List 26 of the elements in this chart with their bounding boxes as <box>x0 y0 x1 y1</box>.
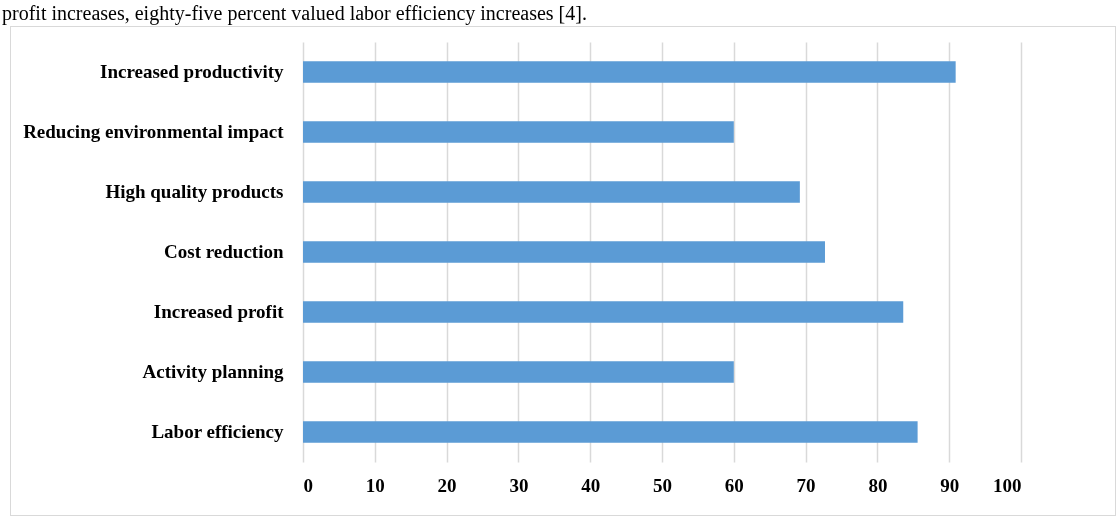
bar <box>303 361 734 383</box>
y-tick-label: Activity planning <box>142 361 284 382</box>
y-tick-label: Increased profit <box>153 301 285 322</box>
bar <box>303 241 825 263</box>
x-tick-label: 80 <box>868 474 888 496</box>
x-tick-label: 60 <box>724 474 744 496</box>
x-tick-label: 40 <box>581 474 601 496</box>
y-tick-label: Labor efficiency <box>151 421 284 442</box>
x-tick-label: 90 <box>940 474 960 496</box>
x-tick-label: 10 <box>365 474 385 496</box>
y-tick-label: Reducing environmental impact <box>23 121 285 142</box>
x-tick-label: 70 <box>796 474 816 496</box>
x-tick-label: 20 <box>437 474 457 496</box>
bar <box>303 181 800 203</box>
bar <box>303 61 956 83</box>
x-tick-label: 100 <box>993 474 1022 496</box>
x-tick-label: 30 <box>509 474 529 496</box>
text: profit increases, eighty-five percent valued labor efficiency increases [4]. <box>2 2 587 24</box>
y-tick-label: Increased productivity <box>100 61 284 82</box>
bar <box>303 301 904 323</box>
bar <box>303 421 918 443</box>
x-tick-label: 50 <box>653 474 672 496</box>
y-tick-label: High quality products <box>105 181 284 202</box>
x-tick-label: 0 <box>303 474 313 496</box>
bar <box>303 121 734 143</box>
y-tick-label: Cost reduction <box>164 241 284 262</box>
